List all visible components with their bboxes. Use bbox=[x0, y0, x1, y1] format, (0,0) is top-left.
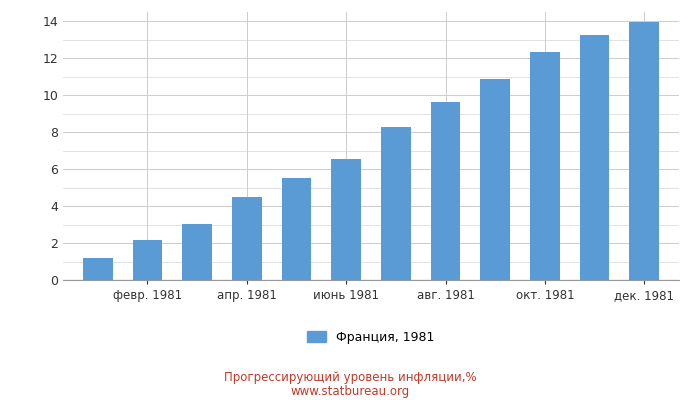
Bar bbox=[530, 52, 560, 280]
Bar bbox=[132, 240, 162, 280]
Bar bbox=[182, 224, 212, 280]
Text: www.statbureau.org: www.statbureau.org bbox=[290, 385, 410, 398]
Bar bbox=[430, 102, 461, 280]
Bar bbox=[629, 22, 659, 280]
Bar bbox=[232, 197, 262, 280]
Bar bbox=[331, 159, 361, 280]
Bar bbox=[580, 35, 610, 280]
Bar bbox=[381, 126, 411, 280]
Text: Прогрессирующий уровень инфляции,%: Прогрессирующий уровень инфляции,% bbox=[224, 372, 476, 384]
Bar bbox=[281, 178, 312, 280]
Bar bbox=[83, 258, 113, 280]
Bar bbox=[480, 78, 510, 280]
Legend: Франция, 1981: Франция, 1981 bbox=[302, 326, 440, 349]
